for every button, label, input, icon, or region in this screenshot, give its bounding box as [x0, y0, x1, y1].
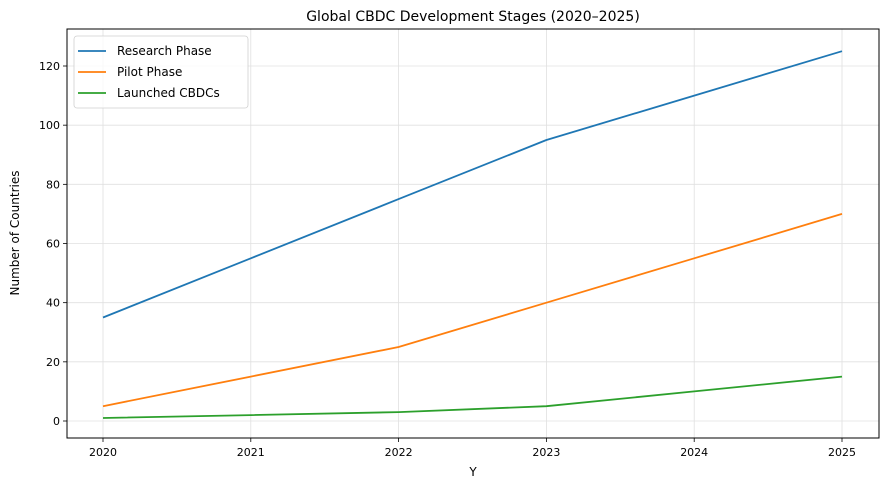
- x-tick-label: 2022: [385, 446, 413, 459]
- y-tick-label: 120: [39, 60, 60, 73]
- legend-item: Research Phase: [78, 44, 212, 58]
- legend-label: Research Phase: [117, 44, 212, 58]
- y-tick-label: 0: [53, 415, 60, 428]
- legend-item: Pilot Phase: [78, 65, 182, 79]
- plot-frame: [66, 28, 880, 439]
- x-tick-label: 2020: [89, 446, 117, 459]
- chart-title: Global CBDC Development Stages (2020–202…: [306, 9, 640, 25]
- series-line-research-phase: [102, 50, 843, 319]
- x-axis-ticks: 2020 2021 2022 2023 2024 2025: [89, 438, 856, 459]
- legend: Research Phase Pilot Phase Launched CBDCs: [73, 35, 249, 109]
- y-tick-label: 40: [46, 297, 60, 310]
- x-tick-label: 2023: [532, 446, 560, 459]
- y-tick-label: 80: [46, 178, 60, 191]
- legend-item: Launched CBDCs: [78, 86, 220, 100]
- y-tick-label: 60: [46, 238, 60, 251]
- x-tick-label: 2025: [828, 446, 856, 459]
- legend-box: [73, 35, 249, 109]
- series-line-launched-cbdcs: [102, 375, 843, 419]
- legend-label: Launched CBDCs: [117, 86, 220, 100]
- y-axis-label: Number of Countries: [8, 171, 22, 296]
- y-tick-label: 20: [46, 356, 60, 369]
- y-tick-label: 100: [39, 119, 60, 132]
- y-axis-ticks: 0 20 40 60 80 100 120: [39, 60, 67, 428]
- x-tick-label: 2024: [680, 446, 708, 459]
- x-tick-label: 2021: [237, 446, 265, 459]
- legend-label: Pilot Phase: [117, 65, 182, 79]
- series-line-pilot-phase: [102, 213, 843, 408]
- series-lines: [102, 50, 843, 419]
- x-axis-label: Y: [468, 465, 477, 479]
